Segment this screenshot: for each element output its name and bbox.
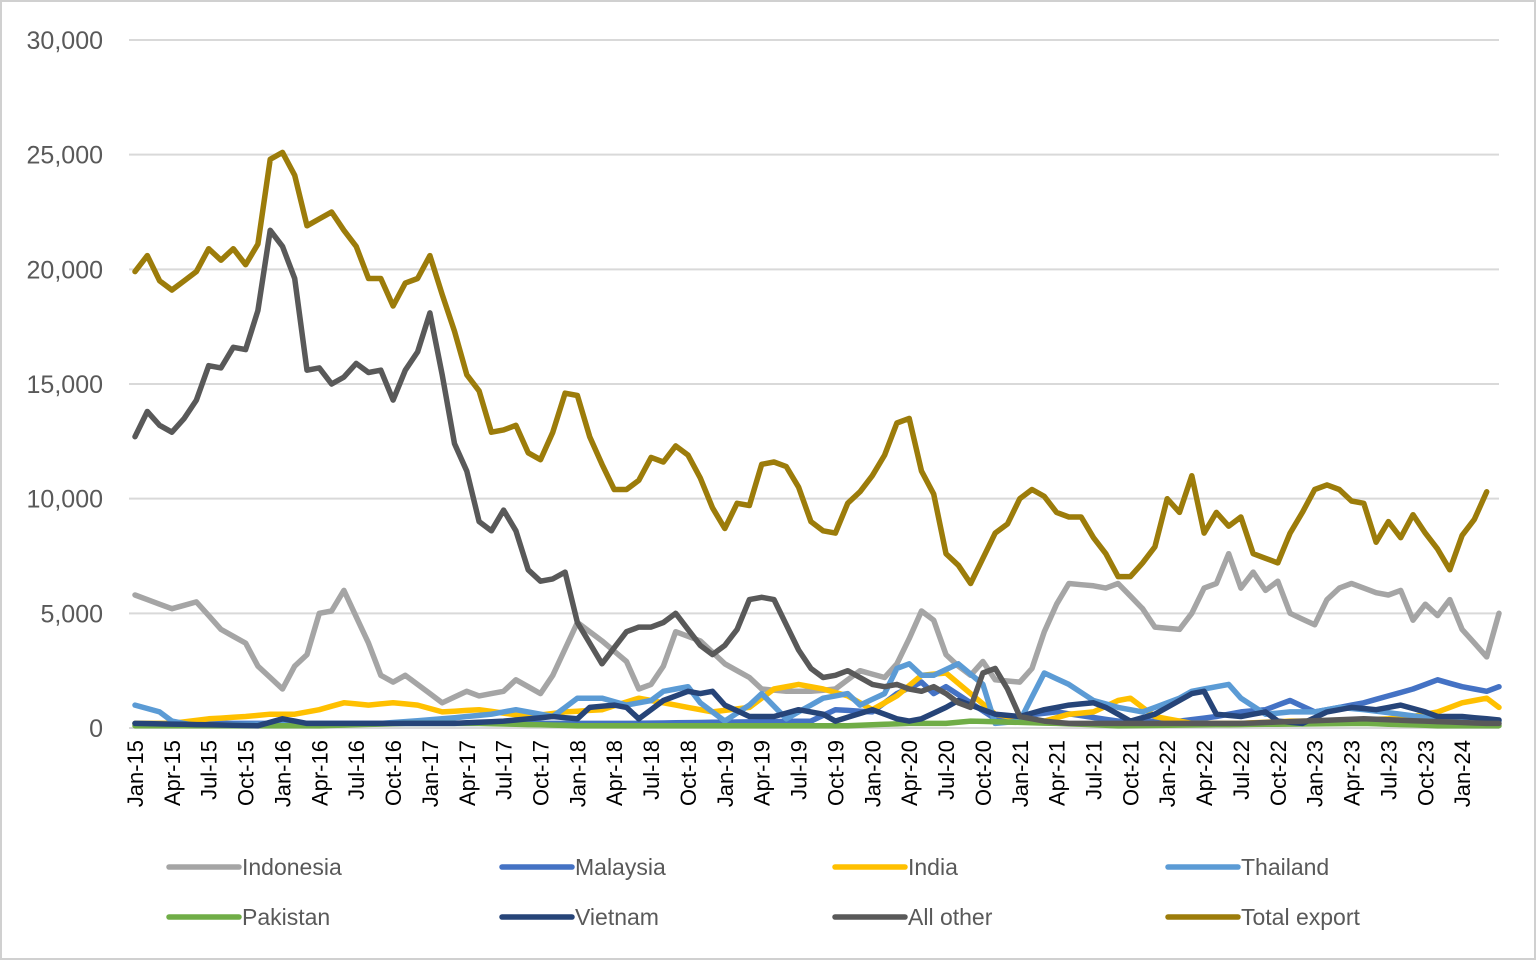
legend-label: Malaysia [575,854,666,880]
x-tick-label: Jan-19 [713,740,738,807]
legend-label: All other [908,904,993,930]
legend-label: India [908,854,958,880]
y-tick-label: 10,000 [27,486,103,514]
series-line-vietnam [132,688,1502,729]
x-tick-label: Apr-19 [750,740,775,806]
x-tick-label: Apr-16 [307,740,332,806]
x-tick-label: Jan-17 [418,740,443,807]
x-tick-label: Jan-23 [1303,740,1328,807]
y-tick-label: 5,000 [40,600,103,628]
x-tick-label: Oct-19 [823,740,848,806]
x-tick-label: Jan-15 [123,740,148,807]
x-tick-label: Jul-21 [1081,740,1106,800]
x-tick-label: Jan-22 [1155,740,1180,807]
y-tick-label: 0 [89,715,103,743]
y-tick-label: 25,000 [27,142,103,170]
x-tick-label: Jul-22 [1229,740,1254,800]
x-tick-label: Apr-20 [897,740,922,806]
legend: Indonesia Malaysia India Thailand Pakistan Vi… [166,854,1361,930]
legend-label: Vietnam [575,904,659,930]
series-lines [132,149,1502,729]
x-tick-label: Apr-22 [1192,740,1217,806]
x-tick-label: Jul-19 [787,740,812,800]
x-tick-label: Jul-16 [344,740,369,800]
y-tick-label: 30,000 [27,27,103,55]
x-tick-label: Jul-18 [639,740,664,800]
x-tick-label: Apr-23 [1340,740,1365,806]
x-tick-label: Jul-20 [934,740,959,800]
series-line-indonesia [132,550,1502,706]
x-tick-label: Apr-17 [455,740,480,806]
legend-label: Thailand [1241,854,1329,880]
x-tick-label: Oct-22 [1266,740,1291,806]
x-tick-label: Oct-23 [1413,740,1438,806]
y-axis-tick-labels: 0 5,000 10,000 15,000 20,000 25,000 30,000 [27,27,103,743]
x-tick-label: Jan-18 [565,740,590,807]
legend-label: Pakistan [242,904,330,930]
x-axis-tick-labels: Jan-15 Apr-15 Jul-15 Oct-15 Jan-16 Apr-16 Jul-… [123,740,1475,807]
x-tick-label: Oct-21 [1118,740,1143,806]
x-tick-label: Jan-24 [1450,740,1475,807]
y-tick-label: 15,000 [27,371,103,399]
x-tick-label: Jan-16 [270,740,295,807]
legend-label: Total export [1241,904,1361,930]
x-tick-label: Apr-18 [602,740,627,806]
x-tick-label: Apr-15 [160,740,185,806]
x-tick-label: Apr-21 [1045,740,1070,806]
x-tick-label: Oct-17 [529,740,554,806]
series-line-all-other [132,227,1502,727]
x-tick-label: Oct-20 [971,740,996,806]
x-tick-label: Oct-18 [676,740,701,806]
x-tick-label: Jul-17 [492,740,517,800]
y-tick-label: 20,000 [27,256,103,284]
x-tick-label: Jan-20 [860,740,885,807]
x-tick-label: Oct-15 [234,740,259,806]
legend-label: Indonesia [242,854,342,880]
x-tick-label: Jul-23 [1376,740,1401,800]
x-tick-label: Jan-21 [1008,740,1033,807]
x-tick-label: Jul-15 [197,740,222,800]
x-tick-label: Oct-16 [381,740,406,806]
series-line-total-export [132,149,1490,587]
